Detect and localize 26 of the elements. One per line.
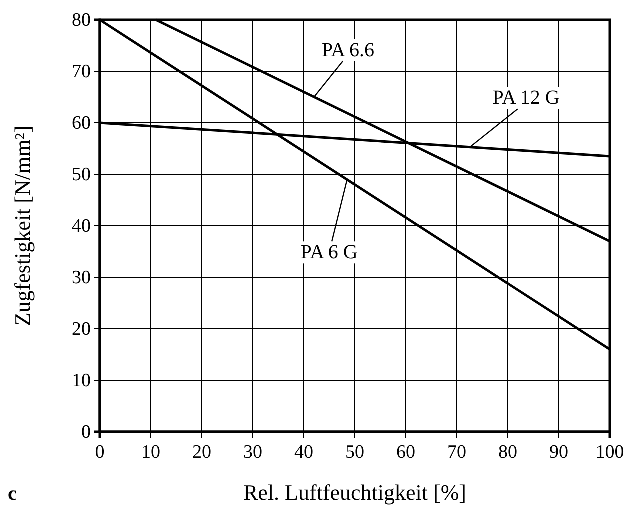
y-tick-label: 40 — [72, 216, 91, 238]
x-tick-label: 10 — [142, 442, 160, 464]
y-tick-label: 60 — [72, 113, 91, 134]
y-tick-label: 80 — [72, 10, 91, 32]
x-tick-label: 50 — [346, 442, 364, 464]
x-axis-title: Rel. Luftfeuchtigkeit [%] — [244, 480, 466, 505]
y-tick-label: 50 — [72, 164, 91, 186]
y-tick-label: 30 — [72, 268, 91, 289]
x-tick-label: 90 — [550, 442, 568, 464]
x-tick-label: 80 — [498, 442, 518, 464]
x-tick-label: 70 — [448, 442, 466, 464]
text: c — [8, 483, 17, 505]
annotation: PA 12 G — [492, 87, 560, 110]
x-tick-label: 0 — [95, 442, 105, 464]
annotation: PA 6.6 — [322, 39, 375, 62]
y-axis-title: Zugfestigkeit [N/mm²] — [10, 126, 35, 326]
x-tick-label: 40 — [294, 442, 314, 464]
annotation: PA 6 G — [300, 242, 358, 264]
y-tick-label: 20 — [72, 319, 91, 340]
y-tick-label: 0 — [82, 422, 91, 444]
y-tick-label: 10 — [72, 370, 91, 392]
y-tick-label: 70 — [72, 62, 91, 83]
x-tick-label: 30 — [244, 442, 262, 464]
x-tick-label: 20 — [192, 442, 212, 464]
x-tick-label: 60 — [396, 442, 416, 464]
x-tick-label: 100 — [596, 442, 624, 464]
